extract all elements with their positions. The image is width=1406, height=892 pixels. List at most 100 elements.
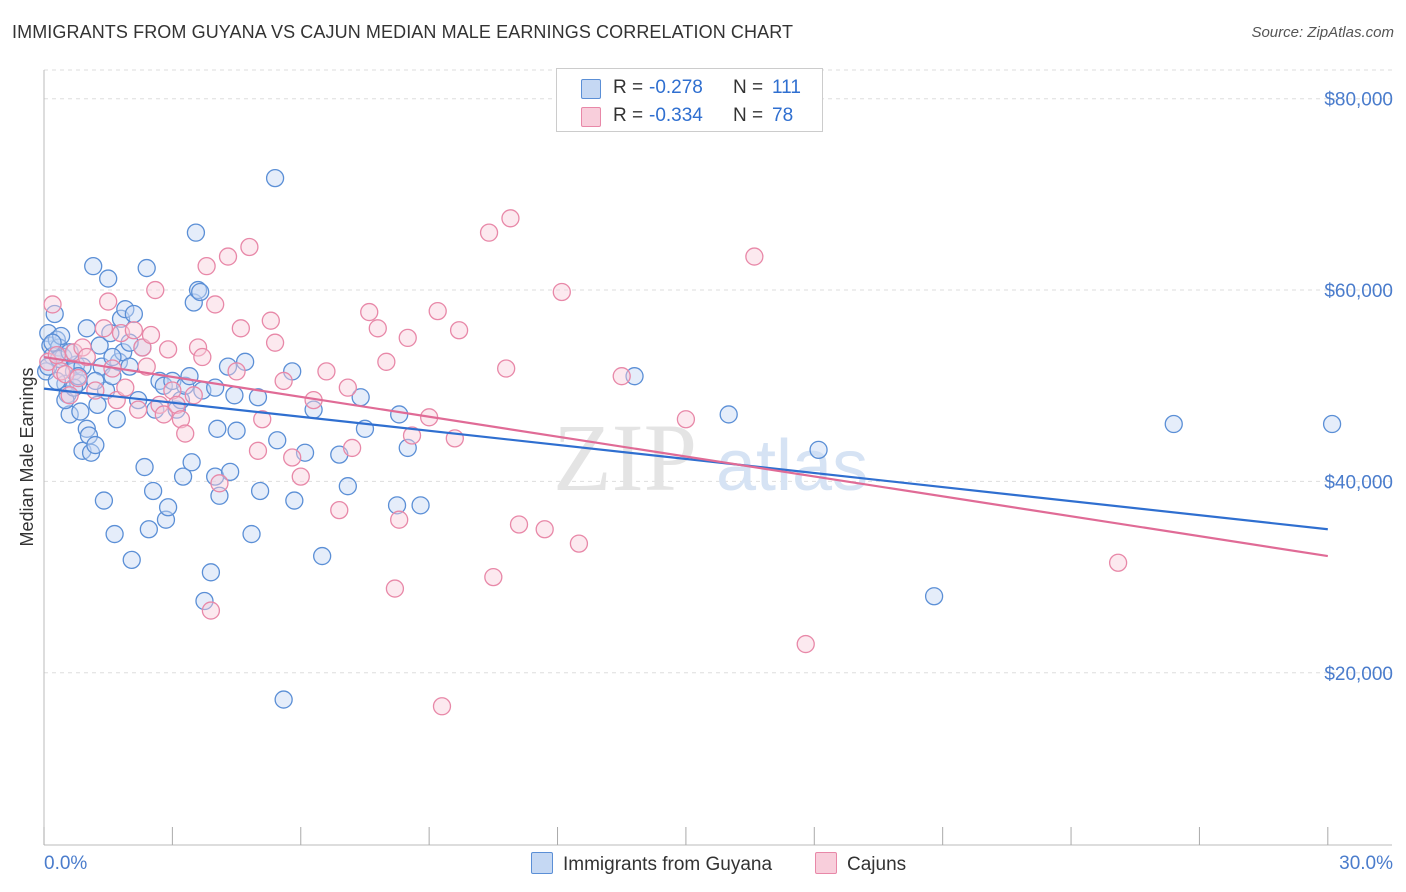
chart-title: IMMIGRANTS FROM GUYANA VS CAJUN MEDIAN M… xyxy=(12,22,794,42)
legend-swatch-cajuns xyxy=(581,107,601,127)
cajun-point xyxy=(390,510,409,529)
cajun-point xyxy=(398,328,417,348)
cajun-point xyxy=(133,338,152,357)
cajun-point xyxy=(94,319,114,338)
x-tick-label-max: 30.0% xyxy=(1339,853,1393,874)
legend-r-value: -0.334 xyxy=(649,105,703,126)
cajun-point xyxy=(193,347,212,367)
bottom-legend-label-guyana: Immigrants from Guyana xyxy=(563,854,773,875)
guyana-point xyxy=(86,435,105,455)
guyana-point xyxy=(122,550,141,570)
y-tick-label: $20,000 xyxy=(1324,664,1393,685)
guyana-point xyxy=(77,419,96,438)
cajun-point xyxy=(154,405,173,424)
x-tick-label-min: 0.0% xyxy=(44,853,87,874)
bottom-legend-guyana: Immigrants from Guyana xyxy=(531,852,772,876)
cajun-point xyxy=(330,500,349,520)
legend-swatch-guyana xyxy=(581,79,601,99)
guyana-point xyxy=(924,587,944,606)
legend-n-label: N = xyxy=(733,77,764,98)
bottom-legend-swatch-cajuns xyxy=(815,852,837,874)
guyana-point xyxy=(268,431,287,450)
cajun-point xyxy=(141,325,161,345)
guyana-point xyxy=(99,269,118,288)
guyana-point xyxy=(625,367,644,386)
cajun-point xyxy=(484,567,503,587)
guyana-point xyxy=(719,405,738,424)
cajun-point xyxy=(218,247,238,266)
guyana-point xyxy=(285,491,304,510)
guyana-point xyxy=(265,168,285,188)
cajun-point xyxy=(291,467,310,486)
guyana-point xyxy=(210,486,229,505)
cajun-point xyxy=(146,280,165,300)
guyana-point xyxy=(182,453,201,472)
guyana-point xyxy=(186,223,206,242)
guyana-point xyxy=(208,419,227,438)
cajun-point xyxy=(188,338,208,357)
bottom-legend-cajuns: Cajuns xyxy=(815,852,906,876)
legend-r-value: -0.278 xyxy=(649,77,703,98)
y-tick-label: $80,000 xyxy=(1324,90,1393,111)
cajun-point xyxy=(128,400,148,419)
cajun-point xyxy=(47,345,66,365)
cajun-point xyxy=(176,424,195,443)
cajun-point xyxy=(137,357,156,376)
cajun-point xyxy=(124,321,144,340)
cajun-point xyxy=(497,359,516,378)
cajun-point xyxy=(86,381,105,400)
cajun-point xyxy=(1108,553,1128,572)
cajun-point xyxy=(201,601,221,620)
cajun-point xyxy=(612,367,631,386)
guyana-point xyxy=(387,496,407,515)
guyana-point xyxy=(139,520,158,539)
guyana-point xyxy=(313,546,332,566)
cajun-point xyxy=(184,386,203,405)
cajun-point xyxy=(240,237,259,257)
cajun-point xyxy=(449,321,469,340)
cajun-point xyxy=(338,378,357,397)
guyana-point xyxy=(135,457,154,477)
y-axis-label: Median Male Earnings xyxy=(17,367,37,546)
cajun-point xyxy=(43,295,62,314)
guyana-point xyxy=(195,591,214,611)
legend-row-guyana: R = -0.278 N = 111 xyxy=(557,73,822,101)
cajun-point xyxy=(535,520,554,539)
cajun-point xyxy=(171,410,191,429)
cajun-point xyxy=(99,292,118,311)
cajun-point xyxy=(73,338,92,357)
guyana-point xyxy=(248,388,268,407)
legend-row-cajuns: R = -0.334 N = 78 xyxy=(557,101,822,129)
cajun-point xyxy=(552,282,571,302)
cajun-point xyxy=(163,381,182,400)
guyana-point xyxy=(105,524,124,544)
cajun-point xyxy=(197,256,216,276)
cajun-point xyxy=(77,347,96,367)
cajun-point xyxy=(261,311,280,330)
guyana-point xyxy=(1322,414,1342,434)
cajun-point xyxy=(206,295,225,314)
cajun-point xyxy=(158,340,178,359)
cajun-point xyxy=(432,697,452,716)
guyana-point xyxy=(116,300,135,319)
legend-r-label: R = xyxy=(613,105,644,126)
guyana-point xyxy=(390,405,409,424)
guyana-point xyxy=(191,282,210,302)
legend-n-value: 78 xyxy=(772,105,794,126)
guyana-point xyxy=(107,410,126,429)
guyana-point xyxy=(143,481,163,501)
cajun-point xyxy=(796,634,815,654)
cajun-point xyxy=(317,362,336,381)
cajun-point xyxy=(283,448,302,467)
y-tick-label: $60,000 xyxy=(1324,281,1393,302)
cajun-point xyxy=(676,410,696,429)
cajun-point xyxy=(402,426,422,445)
cajun-point xyxy=(501,209,520,228)
guyana-point xyxy=(137,258,156,278)
legend-n-value: 111 xyxy=(772,77,801,98)
guyana-point xyxy=(221,462,240,482)
legend-r-label: R = xyxy=(613,77,644,98)
cajun-point xyxy=(248,441,268,460)
guyana-point xyxy=(71,402,90,421)
